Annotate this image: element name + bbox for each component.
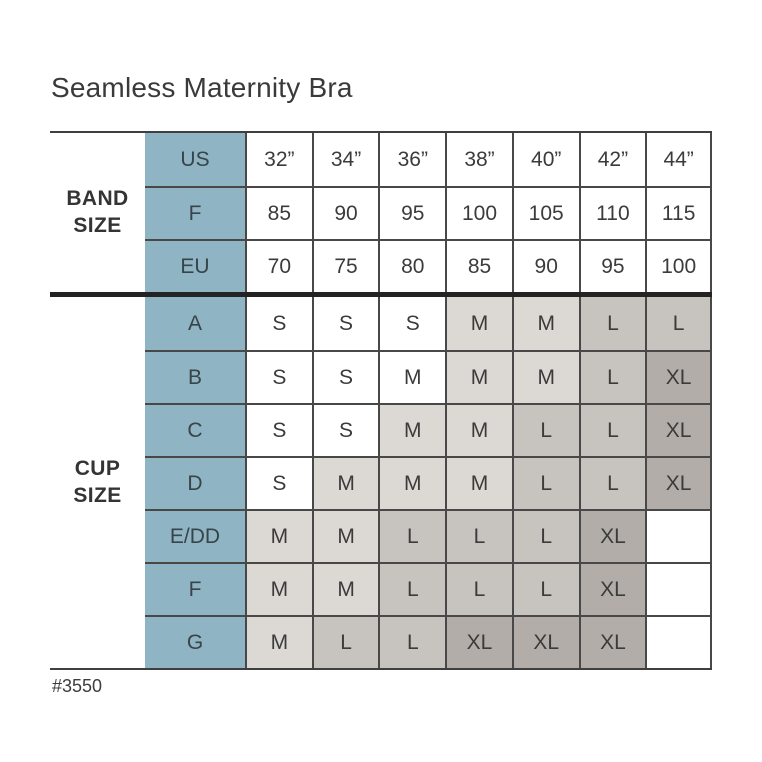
cup-cell: M xyxy=(445,456,512,509)
cup-row-key: F xyxy=(145,562,245,615)
band-cell: 115 xyxy=(645,186,712,239)
band-cell: 105 xyxy=(511,186,579,239)
cup-cell: M xyxy=(378,403,446,456)
cup-cell: L xyxy=(578,403,646,456)
cup-cell: M xyxy=(378,456,446,509)
band-cell: 90 xyxy=(311,186,379,239)
cup-cell: M xyxy=(445,403,512,456)
cup-cell: XL xyxy=(645,350,712,403)
cup-row-key: B xyxy=(145,350,245,403)
cup-cell: XL xyxy=(511,615,579,668)
cup-row-key: A xyxy=(145,297,245,350)
cup-cell xyxy=(645,615,712,668)
cup-row-key: C xyxy=(145,403,245,456)
cup-cell: M xyxy=(311,562,379,615)
cup-cell xyxy=(645,509,712,562)
cup-cell: L xyxy=(578,297,646,350)
cup-size-label: CUP SIZE xyxy=(50,297,145,668)
band-row-key: F xyxy=(145,186,245,239)
section-divider xyxy=(50,292,712,297)
band-size-section: BAND SIZE US 32” 34” 36” 38” 40” 42” 44” F 85 90 95… xyxy=(50,133,712,292)
cup-cell: M xyxy=(445,350,512,403)
cup-cell: XL xyxy=(578,615,646,668)
band-row-key: EU xyxy=(145,239,245,292)
cup-cell: M xyxy=(511,350,579,403)
cup-cell: XL xyxy=(645,456,712,509)
band-row-key: US xyxy=(145,133,245,186)
cup-cell xyxy=(645,562,712,615)
page-title: Seamless Maternity Bra xyxy=(51,72,353,103)
band-cell: 40” xyxy=(511,133,579,186)
cup-cell: M xyxy=(311,509,379,562)
cup-cell: M xyxy=(245,615,312,668)
band-cell: 42” xyxy=(578,133,646,186)
cup-cell: M xyxy=(378,350,446,403)
band-cell: 85 xyxy=(445,239,512,292)
cup-size-section: CUP SIZE A S S S M M L L B S S M M M L XL C S S M M L L XL D S M M M… xyxy=(50,297,712,668)
band-cell: 85 xyxy=(245,186,312,239)
cup-cell: XL xyxy=(445,615,512,668)
cup-cell: M xyxy=(511,297,579,350)
cup-cell: S xyxy=(245,350,312,403)
band-cell: 34” xyxy=(311,133,379,186)
band-cell: 32” xyxy=(245,133,312,186)
cup-cell: S xyxy=(245,456,312,509)
size-table: BAND SIZE US 32” 34” 36” 38” 40” 42” 44” F 85 90 95… xyxy=(50,131,712,670)
cup-cell: L xyxy=(645,297,712,350)
cup-cell: XL xyxy=(578,562,646,615)
cup-cell: M xyxy=(445,297,512,350)
cup-cell: L xyxy=(378,562,446,615)
cup-cell: M xyxy=(245,562,312,615)
item-number: #3550 xyxy=(52,676,103,696)
cup-cell: L xyxy=(378,509,446,562)
band-cell: 100 xyxy=(645,239,712,292)
cup-cell: L xyxy=(511,403,579,456)
cup-cell: S xyxy=(378,297,446,350)
band-cell: 75 xyxy=(311,239,379,292)
band-cell: 70 xyxy=(245,239,312,292)
cup-cell: S xyxy=(311,350,379,403)
cup-cell: L xyxy=(511,562,579,615)
cup-row-key: E/DD xyxy=(145,509,245,562)
band-size-label: BAND SIZE xyxy=(50,133,145,292)
cup-row-key: G xyxy=(145,615,245,668)
band-cell: 95 xyxy=(578,239,646,292)
cup-cell: XL xyxy=(645,403,712,456)
band-cell: 110 xyxy=(578,186,646,239)
band-cell: 36” xyxy=(378,133,446,186)
cup-cell: S xyxy=(245,297,312,350)
cup-cell: L xyxy=(578,350,646,403)
cup-cell: L xyxy=(445,562,512,615)
band-cell: 90 xyxy=(511,239,579,292)
cup-cell: L xyxy=(511,509,579,562)
cup-cell: S xyxy=(311,403,379,456)
band-cell: 80 xyxy=(378,239,446,292)
cup-cell: L xyxy=(445,509,512,562)
cup-row-key: D xyxy=(145,456,245,509)
band-cell: 95 xyxy=(378,186,446,239)
cup-cell: L xyxy=(578,456,646,509)
cup-cell: L xyxy=(378,615,446,668)
band-cell: 100 xyxy=(445,186,512,239)
cup-cell: M xyxy=(245,509,312,562)
band-cell: 44” xyxy=(645,133,712,186)
cup-cell: XL xyxy=(578,509,646,562)
cup-cell: S xyxy=(245,403,312,456)
cup-cell: L xyxy=(311,615,379,668)
cup-cell: S xyxy=(311,297,379,350)
cup-cell: M xyxy=(311,456,379,509)
cup-cell: L xyxy=(511,456,579,509)
band-cell: 38” xyxy=(445,133,512,186)
